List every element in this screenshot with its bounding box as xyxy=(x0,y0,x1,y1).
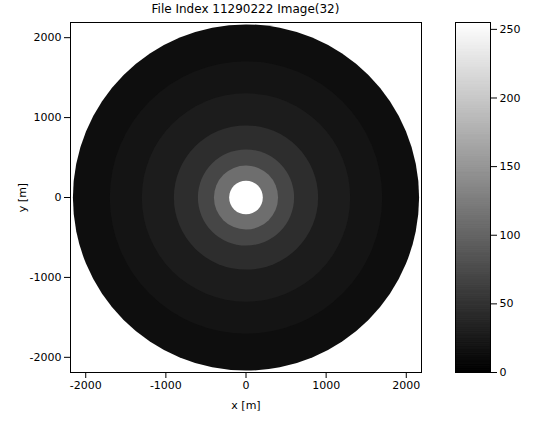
svg-text:x [m]: x [m] xyxy=(231,399,260,412)
svg-text:-1000: -1000 xyxy=(150,379,182,392)
html-text:File Index 11290222 Image(32): File Index 11290222 Image(32) xyxy=(151,2,340,16)
svg-text:250: 250 xyxy=(500,23,521,36)
svg-text:y [m]: y [m] xyxy=(16,183,29,212)
svg-text:0: 0 xyxy=(243,379,250,392)
svg-text:200: 200 xyxy=(500,92,521,105)
svg-text:50: 50 xyxy=(500,297,514,310)
svg-text:0: 0 xyxy=(500,366,507,379)
svg-text:-1000: -1000 xyxy=(30,271,62,284)
svg-text:-2000: -2000 xyxy=(30,351,62,364)
svg-text:2000: 2000 xyxy=(392,379,420,392)
svg-text:1000: 1000 xyxy=(34,111,62,124)
svg-text:150: 150 xyxy=(500,160,521,173)
svg-text:100: 100 xyxy=(500,229,521,242)
svg-text:0: 0 xyxy=(55,191,62,204)
svg-text:1000: 1000 xyxy=(312,379,340,392)
svg-text:2000: 2000 xyxy=(34,31,62,44)
svg-text:-2000: -2000 xyxy=(70,379,102,392)
